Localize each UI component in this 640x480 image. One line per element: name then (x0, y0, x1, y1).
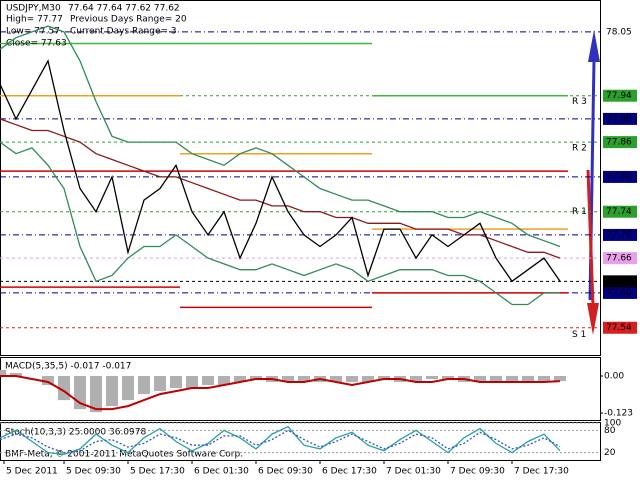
level-box (603, 252, 637, 265)
pivot-label: R 3 (572, 97, 587, 107)
y-tick-label: 77.80 (606, 172, 632, 182)
stoch-signal (0, 429, 561, 454)
level-label: 77.62 (606, 277, 632, 287)
tick-box (603, 112, 637, 125)
copyright: BMF-Meta, © 2001-2011 MetaQuotes Softwar… (5, 450, 243, 460)
level-label: 77.54 (606, 323, 632, 333)
tick-box (603, 286, 637, 299)
down-arrow (586, 169, 595, 306)
info: Current Days Range= 3 (70, 27, 177, 37)
y-tick-label: 77.70 (606, 230, 632, 240)
macd-bar (362, 375, 374, 383)
pivot-label: S 1 (572, 330, 586, 340)
y-tick-label: 20 (604, 448, 616, 458)
macd-bar (170, 375, 182, 389)
symbol: USDJPY,M30 (6, 4, 61, 14)
macd-bar (474, 375, 486, 383)
level-label: 77.66 (606, 254, 632, 264)
macd-bar (186, 375, 198, 389)
x-tick-label: 6 Dec 09:30 (258, 467, 313, 477)
macd-bar (90, 375, 102, 413)
macd-signal (0, 375, 561, 411)
macd-bar (202, 375, 214, 386)
tick-box (603, 25, 637, 38)
x-tick-label: 5 Dec 09:30 (66, 467, 121, 477)
macd-bar (218, 375, 230, 386)
macd-bar (106, 375, 118, 407)
macd-bar (378, 375, 390, 380)
level-box (603, 89, 637, 102)
x-tick-label: 7 Dec 17:30 (514, 467, 569, 477)
x-tick-label: 7 Dec 01:30 (386, 467, 441, 477)
level-label: 77.86 (606, 138, 632, 148)
stoch-main (0, 425, 561, 456)
y-tick-label: 77.60 (606, 288, 632, 298)
macd-bar (234, 375, 246, 383)
info: Previous Days Range= 20 (70, 15, 187, 25)
macd-bar (346, 375, 358, 383)
macd-bar (490, 375, 502, 383)
level-label: 77.94 (606, 91, 632, 101)
macd-bar (282, 375, 294, 383)
level-box (603, 275, 637, 288)
up-arrow-head (588, 30, 600, 62)
quote: 77.64 77.64 77.62 77.62 (68, 4, 180, 14)
macd-bar (506, 375, 518, 383)
macd-bar (330, 375, 342, 383)
macd-bar (250, 375, 262, 380)
pivot-label: R 1 (572, 207, 587, 217)
y-tick-label: -0.123 (604, 409, 633, 419)
down-arrow-head (587, 303, 599, 335)
macd-bar (42, 375, 54, 386)
pivot-label: R 2 (572, 143, 587, 153)
y-tick-label: 0.00 (604, 371, 624, 381)
x-tick-label: 6 Dec 01:30 (194, 467, 249, 477)
x-tick-label: 5 Dec 2011 (6, 467, 58, 477)
tick-box (603, 228, 637, 241)
macd-bar (0, 369, 6, 376)
level-box (603, 136, 637, 149)
macd-bar (138, 375, 150, 395)
x-tick-label: 7 Dec 09:30 (450, 467, 505, 477)
macd-bar (10, 372, 22, 376)
info: High= 77.77 (6, 15, 63, 25)
tick-box (603, 170, 637, 183)
main-panel (0, 0, 601, 356)
macd-title: MACD(5,35,5) -0.017 -0.017 (5, 362, 131, 372)
price-line (0, 59, 561, 283)
macd-bar (538, 375, 550, 383)
y-tick-label: 80 (604, 426, 616, 436)
level-label: 77.74 (606, 207, 632, 217)
stoch-title: Stoch(10,3,3) 25.0000 36.0978 (5, 428, 146, 438)
info: Close= 77.63 (6, 39, 67, 49)
price-line (0, 118, 561, 259)
macd-bar (522, 375, 534, 383)
macd-bar (554, 375, 566, 382)
y-tick-label: 78.05 (606, 27, 632, 37)
y-tick-label: 77.90 (606, 114, 632, 124)
macd-bar (122, 375, 134, 401)
y-tick-label: 100 (604, 419, 621, 429)
macd-bar (426, 375, 438, 380)
level-box (603, 205, 637, 218)
level-box (603, 321, 637, 334)
price-line (0, 25, 561, 248)
macd-bar (154, 375, 166, 392)
price-line (0, 141, 560, 306)
x-tick-label: 5 Dec 17:30 (130, 467, 185, 477)
macd-bar (410, 375, 422, 383)
macd-bar (442, 375, 454, 380)
x-tick-label: 6 Dec 17:30 (322, 467, 377, 477)
macd-bar (298, 375, 310, 383)
